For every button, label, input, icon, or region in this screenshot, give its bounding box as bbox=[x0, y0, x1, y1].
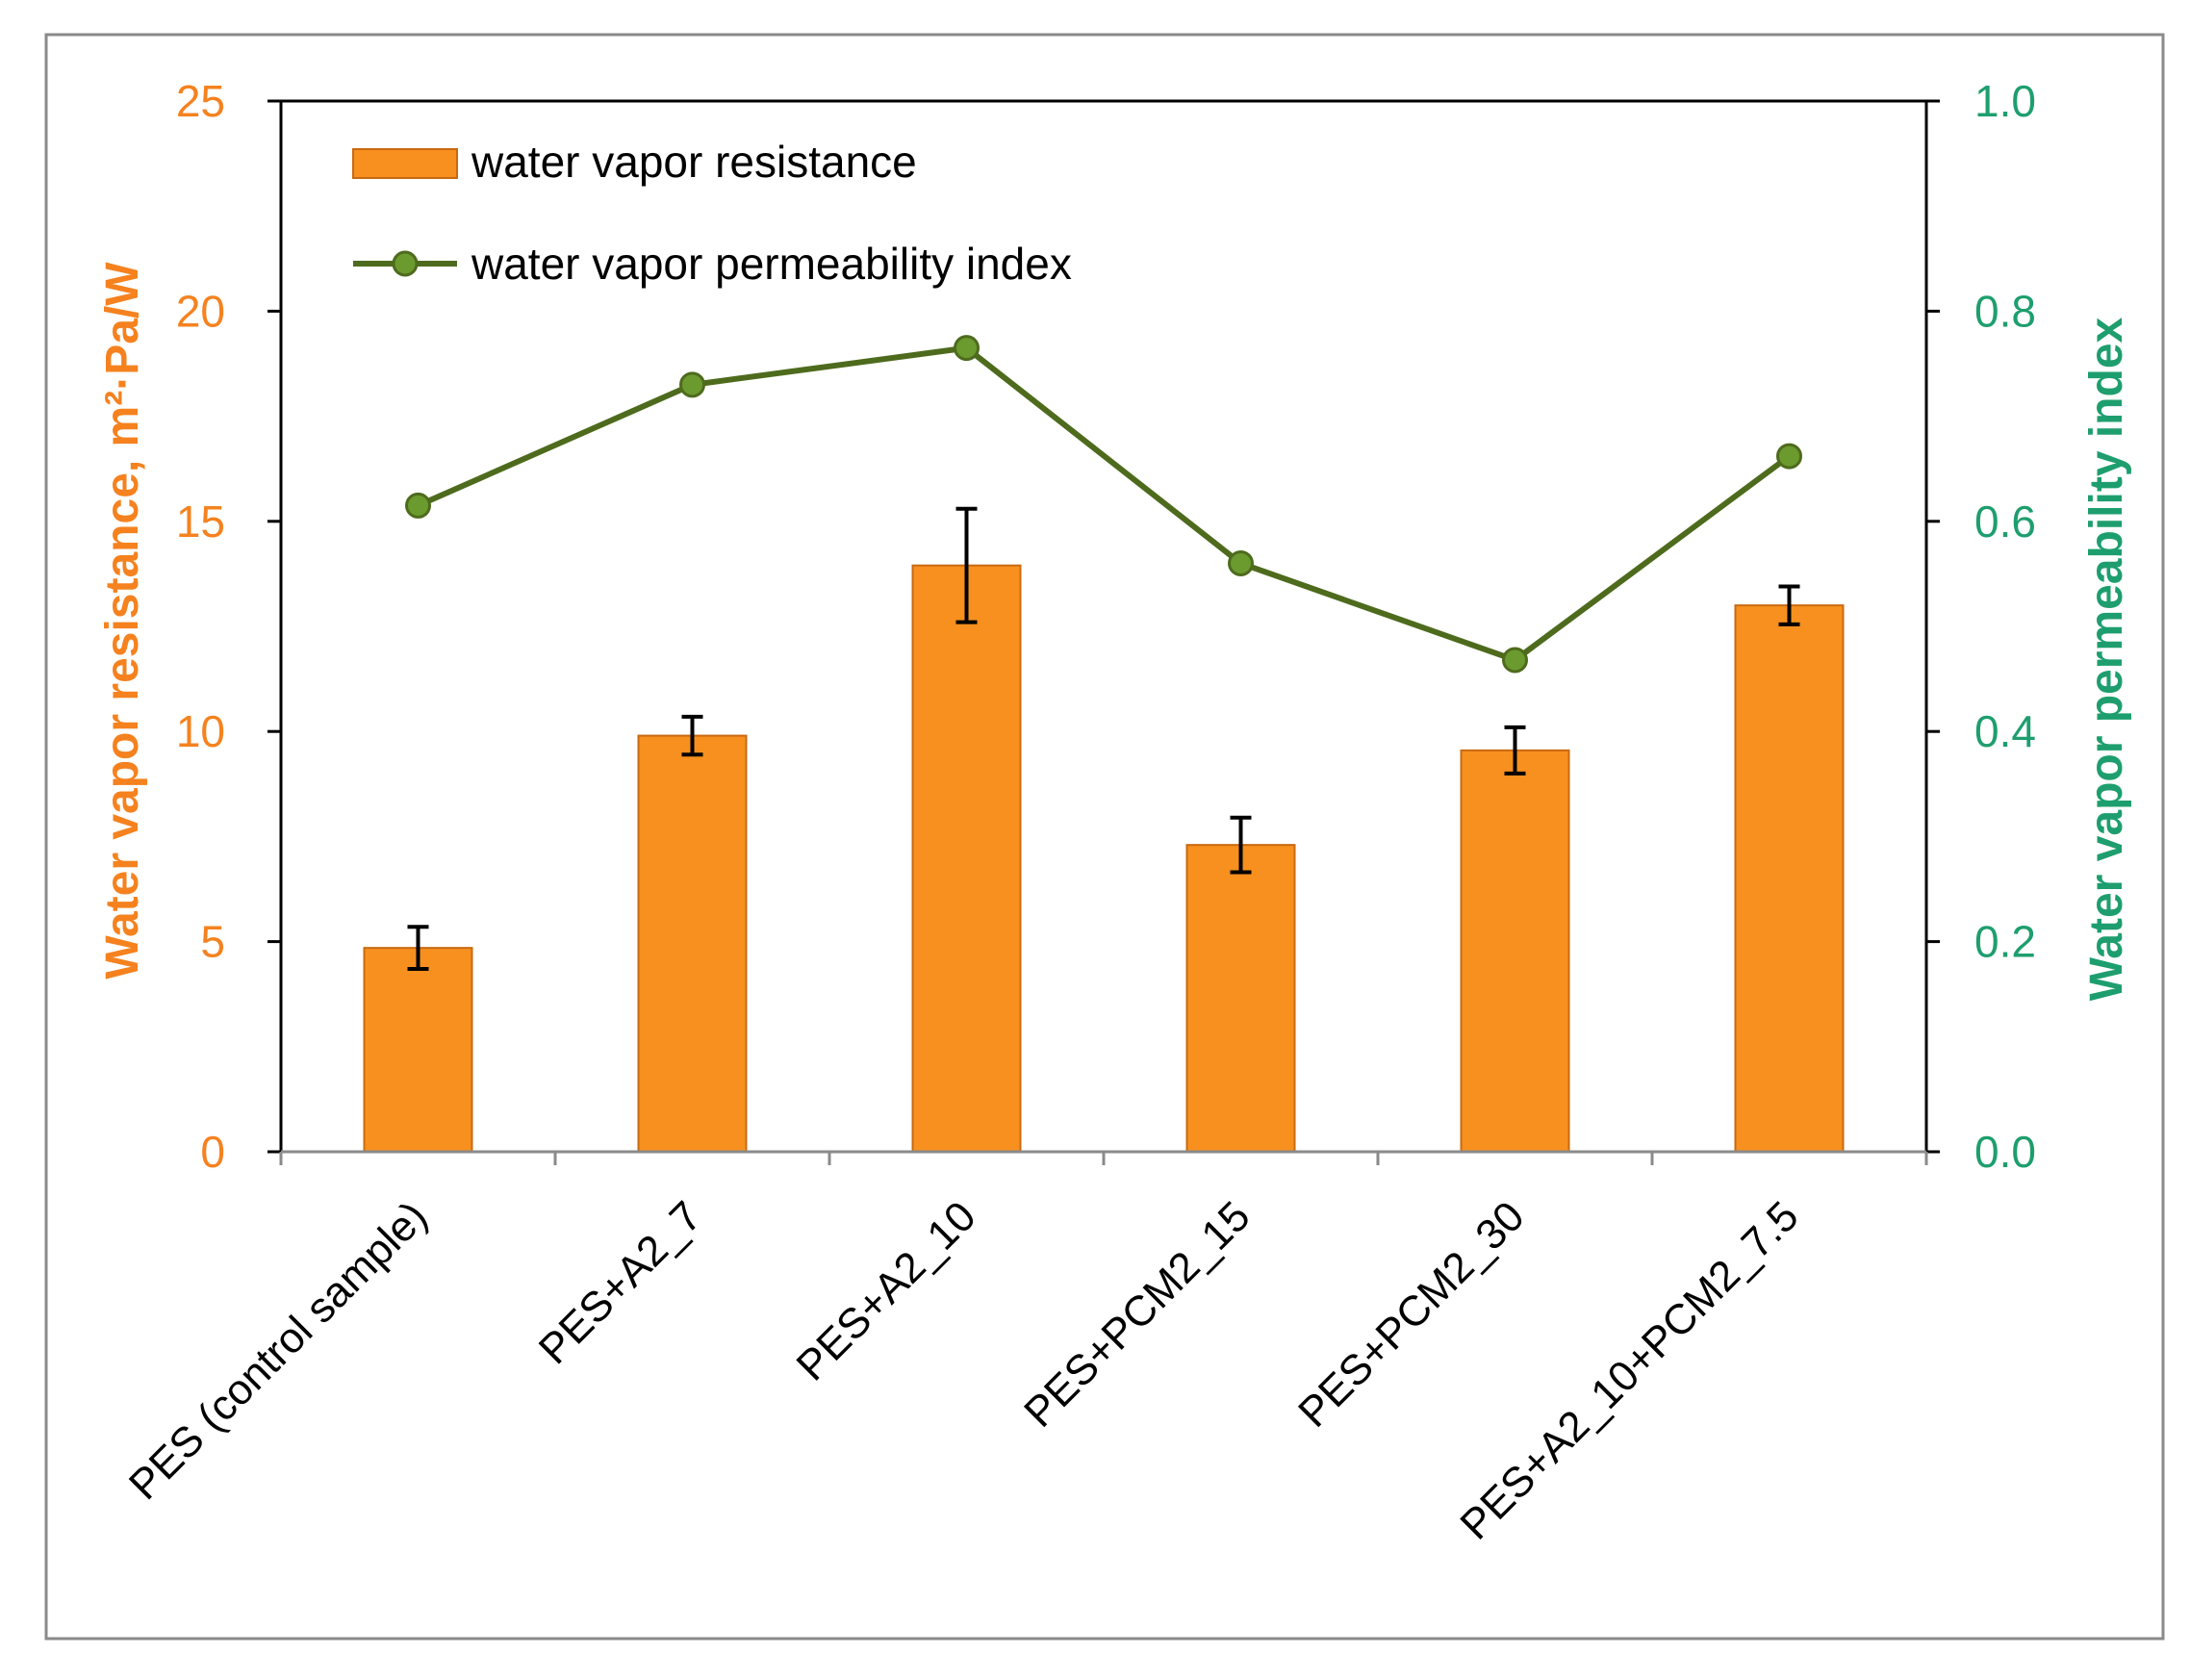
line-point-3 bbox=[1228, 549, 1254, 576]
legend-label-resistance: water vapor resistance bbox=[471, 137, 917, 187]
legend-line-marker bbox=[392, 250, 419, 277]
y-tick-right-3: 0.6 bbox=[1974, 496, 2036, 547]
y-tick-right-0: 0.0 bbox=[1974, 1127, 2036, 1177]
y-tick-left-0: 0 bbox=[200, 1127, 225, 1177]
bar-0 bbox=[363, 947, 473, 1153]
y-tick-left-1: 5 bbox=[200, 917, 225, 967]
outer-frame bbox=[44, 33, 2165, 1641]
y-axis-title-left: Water vapor resistance, m²·Pa/W bbox=[97, 262, 148, 980]
line-point-2 bbox=[954, 335, 980, 362]
y-tick-right-4: 0.8 bbox=[1974, 286, 2036, 336]
bar-3 bbox=[1185, 844, 1296, 1153]
line-point-4 bbox=[1502, 647, 1528, 674]
bar-5 bbox=[1734, 604, 1845, 1153]
y-tick-left-5: 25 bbox=[176, 76, 225, 126]
line-point-0 bbox=[405, 492, 431, 519]
bar-1 bbox=[637, 734, 748, 1153]
bar-4 bbox=[1460, 749, 1570, 1154]
line-point-1 bbox=[679, 371, 705, 398]
y-tick-left-4: 20 bbox=[176, 286, 225, 336]
y-tick-right-5: 1.0 bbox=[1974, 76, 2036, 126]
line-point-5 bbox=[1776, 443, 1802, 470]
legend: water vapor resistance water vapor perme… bbox=[352, 137, 1072, 289]
legend-bar-swatch bbox=[352, 148, 458, 179]
bar-2 bbox=[911, 564, 1022, 1153]
y-tick-left-3: 15 bbox=[176, 496, 225, 547]
y-axis-title-right: Water vapor permeability index bbox=[2081, 317, 2132, 1001]
y-tick-right-1: 0.2 bbox=[1974, 917, 2036, 967]
y-tick-left-2: 10 bbox=[176, 706, 225, 756]
permeability-line bbox=[417, 344, 1792, 663]
legend-label-permeability: water vapor permeability index bbox=[471, 239, 1072, 289]
y-tick-right-2: 0.4 bbox=[1974, 706, 2036, 756]
